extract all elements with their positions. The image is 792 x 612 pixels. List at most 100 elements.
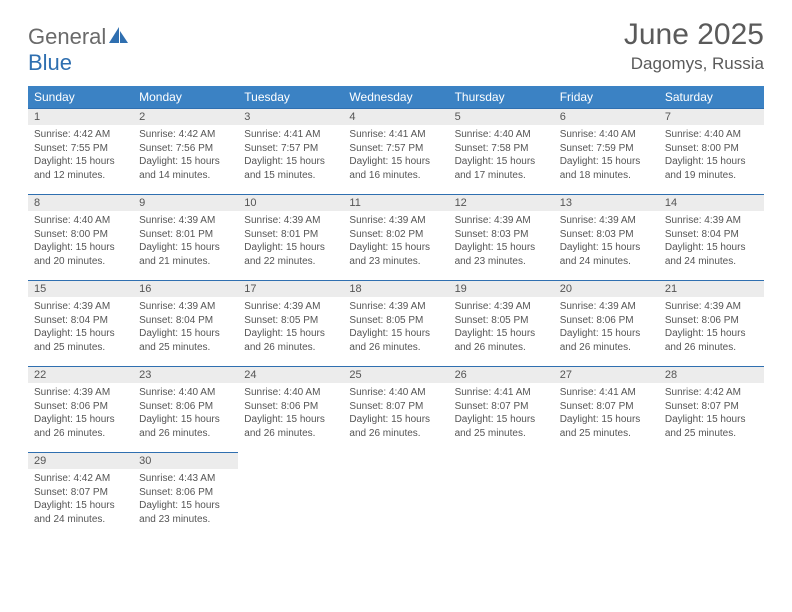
day-content: Sunrise: 4:39 AMSunset: 8:01 PMDaylight:…: [238, 211, 343, 274]
weekday-header: Tuesday: [238, 86, 343, 108]
calendar-cell: [238, 452, 343, 538]
calendar-cell: 24Sunrise: 4:40 AMSunset: 8:06 PMDayligh…: [238, 366, 343, 452]
day-content: Sunrise: 4:40 AMSunset: 8:07 PMDaylight:…: [343, 383, 448, 446]
day-number: 27: [554, 366, 659, 383]
calendar-cell: 28Sunrise: 4:42 AMSunset: 8:07 PMDayligh…: [659, 366, 764, 452]
day-number: 21: [659, 280, 764, 297]
day-content: Sunrise: 4:40 AMSunset: 8:06 PMDaylight:…: [238, 383, 343, 446]
calendar-cell: 1Sunrise: 4:42 AMSunset: 7:55 PMDaylight…: [28, 108, 133, 194]
day-number: 15: [28, 280, 133, 297]
calendar-cell: 6Sunrise: 4:40 AMSunset: 7:59 PMDaylight…: [554, 108, 659, 194]
weekday-header: Sunday: [28, 86, 133, 108]
calendar-cell: 5Sunrise: 4:40 AMSunset: 7:58 PMDaylight…: [449, 108, 554, 194]
weekday-header: Friday: [554, 86, 659, 108]
day-content: Sunrise: 4:41 AMSunset: 8:07 PMDaylight:…: [449, 383, 554, 446]
calendar-cell: 9Sunrise: 4:39 AMSunset: 8:01 PMDaylight…: [133, 194, 238, 280]
location: Dagomys, Russia: [624, 54, 764, 74]
calendar-cell: 25Sunrise: 4:40 AMSunset: 8:07 PMDayligh…: [343, 366, 448, 452]
logo-word2: Blue: [28, 50, 72, 75]
logo-sail-icon: [108, 26, 130, 44]
day-number: 17: [238, 280, 343, 297]
day-content: Sunrise: 4:39 AMSunset: 8:06 PMDaylight:…: [554, 297, 659, 360]
day-number: 2: [133, 108, 238, 125]
calendar-row: 15Sunrise: 4:39 AMSunset: 8:04 PMDayligh…: [28, 280, 764, 366]
calendar-cell: 4Sunrise: 4:41 AMSunset: 7:57 PMDaylight…: [343, 108, 448, 194]
calendar-cell: 27Sunrise: 4:41 AMSunset: 8:07 PMDayligh…: [554, 366, 659, 452]
weekday-header: Saturday: [659, 86, 764, 108]
day-content: Sunrise: 4:39 AMSunset: 8:05 PMDaylight:…: [449, 297, 554, 360]
day-content: Sunrise: 4:42 AMSunset: 7:55 PMDaylight:…: [28, 125, 133, 188]
day-number: 24: [238, 366, 343, 383]
day-number: 13: [554, 194, 659, 211]
weekday-header: Monday: [133, 86, 238, 108]
day-number: 28: [659, 366, 764, 383]
calendar-cell: 7Sunrise: 4:40 AMSunset: 8:00 PMDaylight…: [659, 108, 764, 194]
day-number: 8: [28, 194, 133, 211]
calendar-cell: 18Sunrise: 4:39 AMSunset: 8:05 PMDayligh…: [343, 280, 448, 366]
weekday-header: Wednesday: [343, 86, 448, 108]
logo-text: General Blue: [28, 24, 130, 76]
day-number: 23: [133, 366, 238, 383]
calendar-cell: 14Sunrise: 4:39 AMSunset: 8:04 PMDayligh…: [659, 194, 764, 280]
day-content: Sunrise: 4:40 AMSunset: 8:06 PMDaylight:…: [133, 383, 238, 446]
calendar-row: 8Sunrise: 4:40 AMSunset: 8:00 PMDaylight…: [28, 194, 764, 280]
calendar-cell: 15Sunrise: 4:39 AMSunset: 8:04 PMDayligh…: [28, 280, 133, 366]
calendar-body: 1Sunrise: 4:42 AMSunset: 7:55 PMDaylight…: [28, 108, 764, 538]
day-content: Sunrise: 4:39 AMSunset: 8:02 PMDaylight:…: [343, 211, 448, 274]
day-number: 29: [28, 452, 133, 469]
day-number: 12: [449, 194, 554, 211]
day-content: Sunrise: 4:39 AMSunset: 8:04 PMDaylight:…: [659, 211, 764, 274]
calendar-cell: 11Sunrise: 4:39 AMSunset: 8:02 PMDayligh…: [343, 194, 448, 280]
calendar-cell: [449, 452, 554, 538]
day-content: Sunrise: 4:41 AMSunset: 7:57 PMDaylight:…: [238, 125, 343, 188]
header: General Blue June 2025 Dagomys, Russia: [28, 18, 764, 76]
calendar-cell: 3Sunrise: 4:41 AMSunset: 7:57 PMDaylight…: [238, 108, 343, 194]
day-number: 22: [28, 366, 133, 383]
calendar-cell: 22Sunrise: 4:39 AMSunset: 8:06 PMDayligh…: [28, 366, 133, 452]
day-content: Sunrise: 4:42 AMSunset: 8:07 PMDaylight:…: [659, 383, 764, 446]
calendar-cell: 17Sunrise: 4:39 AMSunset: 8:05 PMDayligh…: [238, 280, 343, 366]
day-number: 10: [238, 194, 343, 211]
day-number: 16: [133, 280, 238, 297]
weekday-header: Thursday: [449, 86, 554, 108]
calendar-row: 22Sunrise: 4:39 AMSunset: 8:06 PMDayligh…: [28, 366, 764, 452]
calendar-cell: [343, 452, 448, 538]
calendar-cell: 20Sunrise: 4:39 AMSunset: 8:06 PMDayligh…: [554, 280, 659, 366]
month-title: June 2025: [624, 18, 764, 52]
day-content: Sunrise: 4:40 AMSunset: 7:59 PMDaylight:…: [554, 125, 659, 188]
calendar-cell: 13Sunrise: 4:39 AMSunset: 8:03 PMDayligh…: [554, 194, 659, 280]
calendar-cell: 21Sunrise: 4:39 AMSunset: 8:06 PMDayligh…: [659, 280, 764, 366]
day-content: Sunrise: 4:40 AMSunset: 8:00 PMDaylight:…: [28, 211, 133, 274]
day-number: 26: [449, 366, 554, 383]
day-content: Sunrise: 4:40 AMSunset: 8:00 PMDaylight:…: [659, 125, 764, 188]
day-content: Sunrise: 4:42 AMSunset: 7:56 PMDaylight:…: [133, 125, 238, 188]
calendar-head: SundayMondayTuesdayWednesdayThursdayFrid…: [28, 86, 764, 108]
day-number: 6: [554, 108, 659, 125]
calendar-cell: 29Sunrise: 4:42 AMSunset: 8:07 PMDayligh…: [28, 452, 133, 538]
day-content: Sunrise: 4:39 AMSunset: 8:06 PMDaylight:…: [659, 297, 764, 360]
day-number: 1: [28, 108, 133, 125]
calendar-cell: 26Sunrise: 4:41 AMSunset: 8:07 PMDayligh…: [449, 366, 554, 452]
calendar-cell: [554, 452, 659, 538]
day-number: 18: [343, 280, 448, 297]
day-content: Sunrise: 4:42 AMSunset: 8:07 PMDaylight:…: [28, 469, 133, 532]
calendar-cell: 10Sunrise: 4:39 AMSunset: 8:01 PMDayligh…: [238, 194, 343, 280]
day-number: 7: [659, 108, 764, 125]
day-content: Sunrise: 4:39 AMSunset: 8:03 PMDaylight:…: [449, 211, 554, 274]
day-number: 4: [343, 108, 448, 125]
day-content: Sunrise: 4:39 AMSunset: 8:04 PMDaylight:…: [28, 297, 133, 360]
calendar-cell: 8Sunrise: 4:40 AMSunset: 8:00 PMDaylight…: [28, 194, 133, 280]
day-number: 20: [554, 280, 659, 297]
day-content: Sunrise: 4:40 AMSunset: 7:58 PMDaylight:…: [449, 125, 554, 188]
day-content: Sunrise: 4:39 AMSunset: 8:03 PMDaylight:…: [554, 211, 659, 274]
day-number: 5: [449, 108, 554, 125]
day-content: Sunrise: 4:41 AMSunset: 7:57 PMDaylight:…: [343, 125, 448, 188]
calendar-cell: 2Sunrise: 4:42 AMSunset: 7:56 PMDaylight…: [133, 108, 238, 194]
logo-word1: General: [28, 24, 106, 49]
calendar-cell: 12Sunrise: 4:39 AMSunset: 8:03 PMDayligh…: [449, 194, 554, 280]
logo: General Blue: [28, 24, 130, 76]
calendar-row: 29Sunrise: 4:42 AMSunset: 8:07 PMDayligh…: [28, 452, 764, 538]
calendar-cell: 16Sunrise: 4:39 AMSunset: 8:04 PMDayligh…: [133, 280, 238, 366]
title-block: June 2025 Dagomys, Russia: [624, 18, 764, 74]
day-content: Sunrise: 4:41 AMSunset: 8:07 PMDaylight:…: [554, 383, 659, 446]
